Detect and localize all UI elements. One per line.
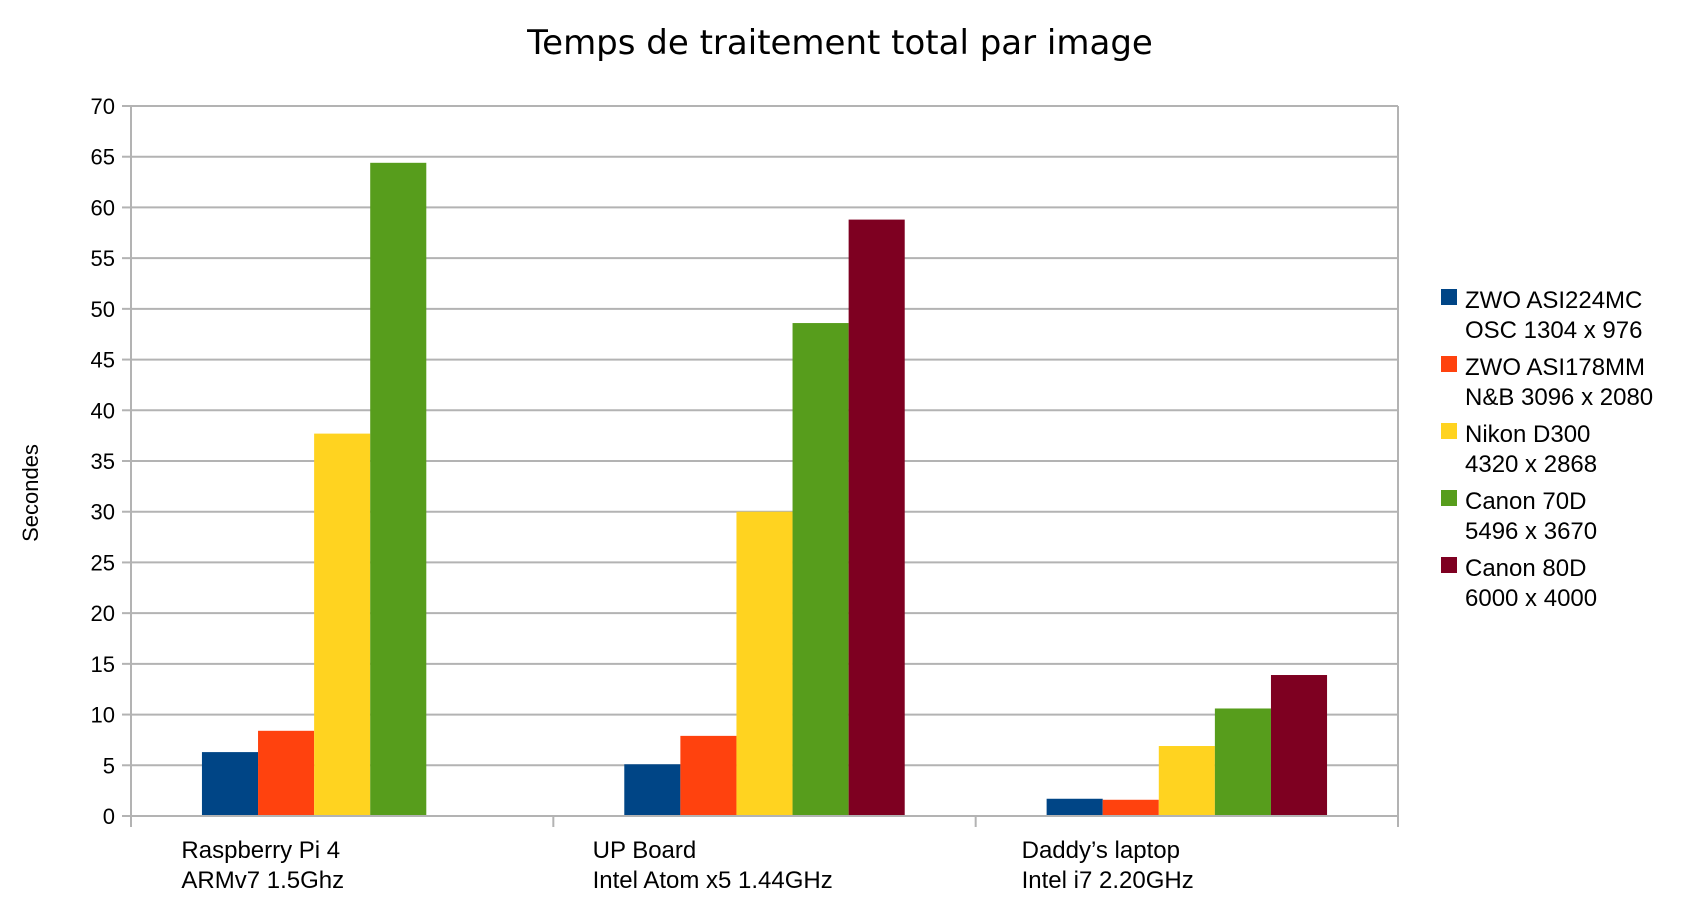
legend: ZWO ASI224MC OSC 1304 x 976 ZWO ASI178MM N&… bbox=[1441, 287, 1653, 612]
y-tick-label: 60 bbox=[91, 195, 115, 220]
legend-entry-line: 6000 x 4000 bbox=[1465, 585, 1597, 612]
bar bbox=[848, 219, 905, 817]
x-category-label-line: UP Board bbox=[593, 837, 697, 864]
chart-title: Temps de traitement total par image bbox=[526, 23, 1153, 63]
y-axis-label: Secondes bbox=[18, 444, 43, 542]
legend-entry: Canon 80D 6000 x 4000 bbox=[1465, 555, 1597, 612]
bar bbox=[1214, 708, 1271, 816]
legend-swatch bbox=[1441, 289, 1457, 305]
legend-entry-line: N&B 3096 x 2080 bbox=[1465, 384, 1653, 411]
bar bbox=[1046, 798, 1103, 816]
bar bbox=[1158, 746, 1215, 816]
legend-entry: Canon 70D 5496 x 3670 bbox=[1465, 488, 1597, 545]
y-tick-label: 20 bbox=[91, 601, 115, 626]
legend-entry-line: OSC 1304 x 976 bbox=[1465, 317, 1642, 344]
x-category-label: UP Board Intel Atom x5 1.44GHz bbox=[593, 837, 833, 894]
y-tick-label: 70 bbox=[91, 94, 115, 119]
x-category-label-line: Intel i7 2.20GHz bbox=[1022, 867, 1194, 894]
bar bbox=[736, 511, 793, 816]
y-tick-label: 40 bbox=[91, 398, 115, 423]
y-tick-labels: 0 5 10 15 20 25 30 35 40 45 50 55 60 65 70 bbox=[91, 94, 131, 829]
bar bbox=[624, 764, 681, 816]
legend-swatch bbox=[1441, 490, 1457, 506]
bar bbox=[314, 433, 371, 816]
x-category-label-line: Raspberry Pi 4 bbox=[181, 837, 340, 864]
bar bbox=[370, 162, 427, 817]
legend-entry-line: 5496 x 3670 bbox=[1465, 518, 1597, 545]
y-tick-label: 35 bbox=[91, 449, 115, 474]
legend-swatch bbox=[1441, 356, 1457, 372]
bar bbox=[258, 730, 315, 816]
bar bbox=[1102, 799, 1159, 816]
bar bbox=[1270, 675, 1328, 816]
y-tick-label: 55 bbox=[91, 246, 115, 271]
bar bbox=[201, 752, 259, 816]
legend-entry-line: 4320 x 2868 bbox=[1465, 451, 1597, 478]
bar bbox=[792, 323, 849, 816]
legend-swatch bbox=[1441, 423, 1457, 439]
x-category-label-line: Intel Atom x5 1.44GHz bbox=[593, 867, 833, 894]
legend-entry-line: Nikon D300 bbox=[1465, 421, 1590, 448]
y-tick-label: 5 bbox=[103, 753, 115, 778]
y-tick-label: 10 bbox=[91, 703, 115, 728]
x-category-label: Daddy’s laptop Intel i7 2.20GHz bbox=[1022, 837, 1194, 894]
y-tick-label: 0 bbox=[103, 804, 115, 829]
legend-entry-line: ZWO ASI178MM bbox=[1465, 354, 1645, 381]
legend-entry: ZWO ASI178MM N&B 3096 x 2080 bbox=[1465, 354, 1653, 411]
x-category-label-line: Daddy’s laptop bbox=[1022, 837, 1180, 864]
y-tick-label: 25 bbox=[91, 550, 115, 575]
legend-entry-line: Canon 70D bbox=[1465, 488, 1586, 515]
y-tick-label: 15 bbox=[91, 652, 115, 677]
legend-entry: Nikon D300 4320 x 2868 bbox=[1465, 421, 1597, 478]
x-category-label: Raspberry Pi 4 ARMv7 1.5Ghz bbox=[181, 837, 344, 894]
y-tick-label: 30 bbox=[91, 500, 115, 525]
bar bbox=[680, 735, 737, 816]
bars bbox=[201, 162, 1328, 817]
y-tick-label: 65 bbox=[91, 145, 115, 170]
y-tick-label: 50 bbox=[91, 297, 115, 322]
x-category-labels: Raspberry Pi 4 ARMv7 1.5Ghz UP Board Intel … bbox=[181, 837, 1193, 894]
y-tick-label: 45 bbox=[91, 348, 115, 373]
legend-swatch bbox=[1441, 557, 1457, 573]
legend-entry: ZWO ASI224MC OSC 1304 x 976 bbox=[1465, 287, 1642, 344]
legend-entry-line: Canon 80D bbox=[1465, 555, 1586, 582]
legend-entry-line: ZWO ASI224MC bbox=[1465, 287, 1642, 314]
x-category-label-line: ARMv7 1.5Ghz bbox=[181, 867, 344, 894]
